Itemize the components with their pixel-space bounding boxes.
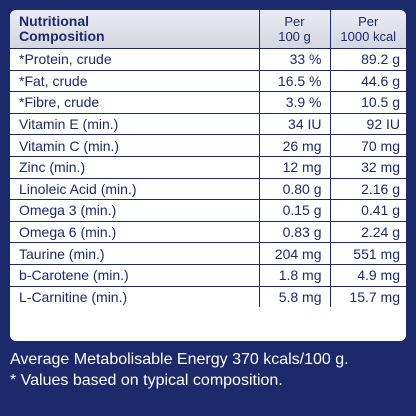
header-perkcal-line-2: 1000 kcal xyxy=(340,29,397,44)
table-row: *Protein, crude 33 % 89.2 g xyxy=(10,48,406,71)
header-per-100g: Per 100 g xyxy=(259,10,331,49)
nutrient-name: Omega 6 (min.) xyxy=(10,221,260,244)
value-per-100g: 26 mg xyxy=(259,134,331,157)
value-per-100g: 3.9 % xyxy=(259,91,331,114)
value-per-1000kcal: 10.5 g xyxy=(330,91,406,114)
header-nutritional-composition: Nutritional Composition xyxy=(10,10,260,49)
table-row: *Fat, crude 16.5 % 44.6 g xyxy=(10,70,406,93)
value-per-1000kcal: 15.7 mg xyxy=(349,288,400,305)
table-header-row: Nutritional Composition Per 100 g Per 10… xyxy=(10,10,406,49)
value-per-1000kcal: 70 mg xyxy=(330,134,406,157)
value-per-100g: 0.15 g xyxy=(259,199,331,222)
nutrient-name: Vitamin C (min.) xyxy=(10,134,260,157)
value-per-100g: 1.8 mg xyxy=(259,264,331,287)
nutrient-name: Vitamin E (min.) xyxy=(10,113,260,136)
header-perkcal-line-1: Per xyxy=(358,14,379,29)
nutrient-name: L-Carnitine (min.) xyxy=(10,286,260,308)
nutrient-name: *Fibre, crude xyxy=(10,91,260,114)
value-per-1000kcal: 89.2 g xyxy=(330,48,406,71)
value-per-100g: 5.8 mg xyxy=(259,286,331,308)
header-per100-line-2: 100 g xyxy=(278,29,311,44)
nutrient-name: Zinc (min.) xyxy=(10,156,260,179)
value-per-100g: 34 IU xyxy=(259,113,331,136)
value-per-1000kcal: 2.24 g xyxy=(330,221,406,244)
value-per-1000kcal: 551 mg xyxy=(330,242,406,265)
nutrient-name: Omega 3 (min.) xyxy=(10,199,260,222)
value-per-100g: 16.5 % xyxy=(259,70,331,93)
value-per-1000kcal: 0.41 g xyxy=(330,199,406,222)
header-per-1000kcal: Per 1000 kcal xyxy=(330,10,406,49)
table-row: L-Carnitine (min.) 5.8 mg 15.7 mg xyxy=(10,286,406,308)
table-row: Omega 6 (min.) 0.83 g 2.24 g xyxy=(10,221,406,244)
nutrient-name: b-Carotene (min.) xyxy=(10,264,260,287)
table-row: b-Carotene (min.) 1.8 mg 4.9 mg xyxy=(10,264,406,287)
energy-statement: Average Metabolisable Energy 370 kcals/1… xyxy=(10,351,349,368)
header-name-line-2: Composition xyxy=(19,28,105,44)
nutrient-name: Linoleic Acid (min.) xyxy=(10,178,260,201)
value-per-100g: 33 % xyxy=(259,48,331,71)
footer-notes: Average Metabolisable Energy 370 kcals/1… xyxy=(10,349,410,391)
nutrient-name: Taurine (min.) xyxy=(10,242,260,265)
table-row: Zinc (min.) 12 mg 32 mg xyxy=(10,156,406,179)
table-row: Omega 3 (min.) 0.15 g 0.41 g xyxy=(10,199,406,222)
table-row: Taurine (min.) 204 mg 551 mg xyxy=(10,242,406,265)
value-per-1000kcal: 32 mg xyxy=(330,156,406,179)
header-per100-line-1: Per xyxy=(284,14,305,29)
header-name-line-1: Nutritional xyxy=(19,13,89,29)
value-per-100g: 12 mg xyxy=(259,156,331,179)
table-row: *Fibre, crude 3.9 % 10.5 g xyxy=(10,91,406,114)
value-per-1000kcal: 4.9 mg xyxy=(330,264,406,287)
value-per-1000kcal: 2.16 g xyxy=(330,178,406,201)
nutrient-name: *Fat, crude xyxy=(10,70,260,93)
nutrient-name: *Protein, crude xyxy=(10,48,260,71)
table-row: Vitamin C (min.) 26 mg 70 mg xyxy=(10,134,406,157)
nutrition-table-panel: Nutritional Composition Per 100 g Per 10… xyxy=(10,10,406,341)
typical-composition-note: * Values based on typical composition. xyxy=(10,372,283,389)
value-per-100g: 204 mg xyxy=(259,242,331,265)
value-per-100g: 0.80 g xyxy=(259,178,331,201)
value-per-100g: 0.83 g xyxy=(259,221,331,244)
table-row: Vitamin E (min.) 34 IU 92 IU xyxy=(10,113,406,136)
nutrition-table: Nutritional Composition Per 100 g Per 10… xyxy=(10,10,406,308)
table-row: Linoleic Acid (min.) 0.80 g 2.16 g xyxy=(10,178,406,201)
value-per-1000kcal: 92 IU xyxy=(330,113,406,136)
value-per-1000kcal: 44.6 g xyxy=(330,70,406,93)
